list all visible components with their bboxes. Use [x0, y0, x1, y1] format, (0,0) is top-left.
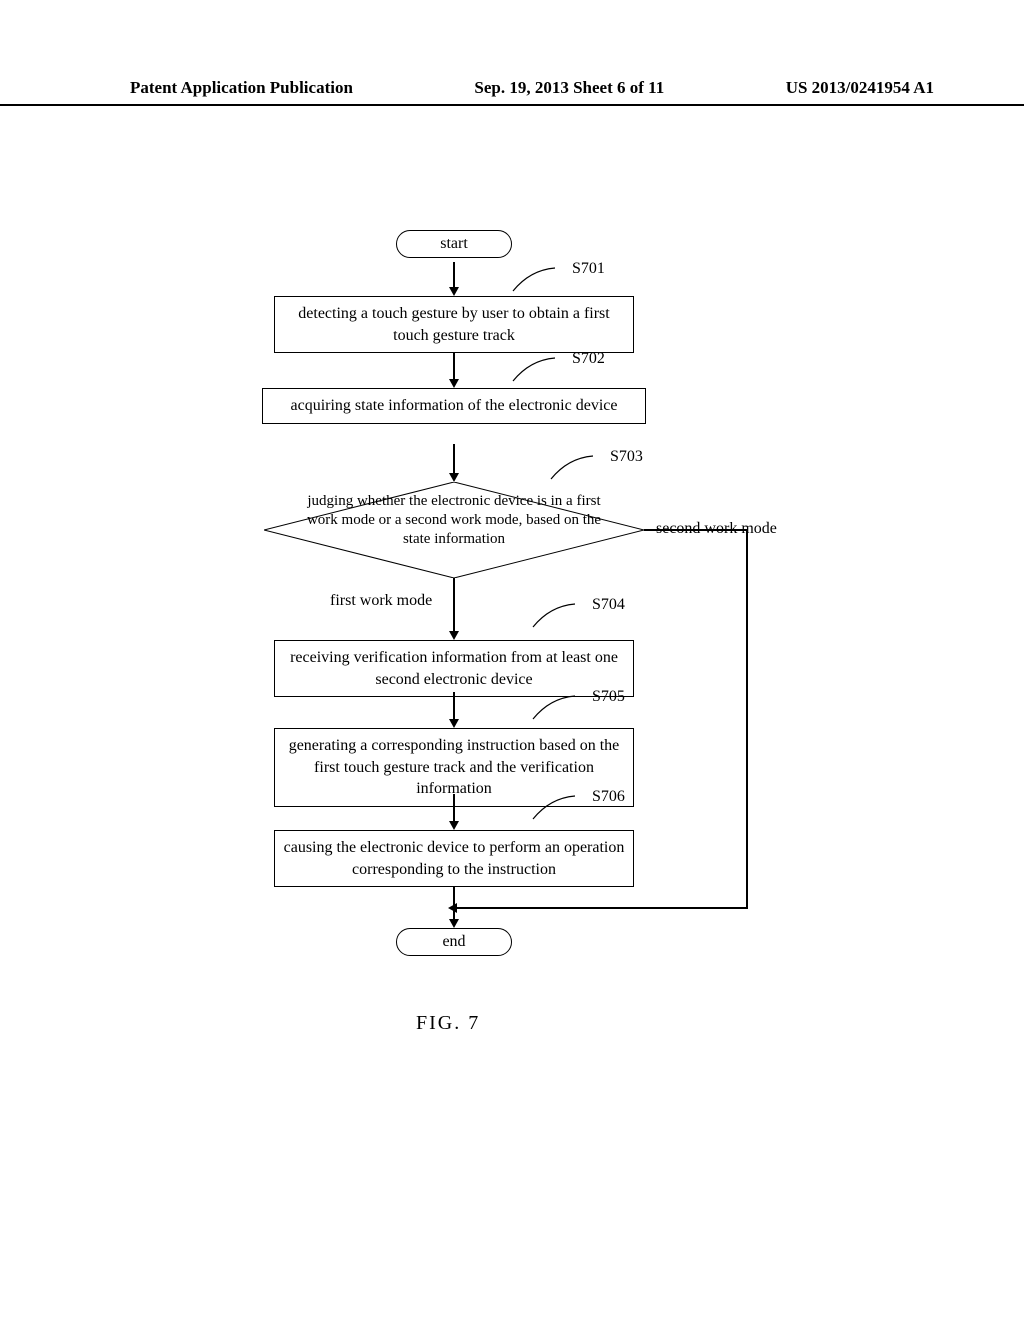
callout-s703: [548, 452, 608, 482]
line-right-back: [455, 907, 748, 909]
process-s704: receiving verification information from …: [274, 640, 634, 697]
callout-s705: [530, 692, 590, 722]
callout-s704: [530, 600, 590, 630]
start-label: start: [440, 235, 468, 252]
label-s702: S702: [572, 350, 605, 368]
arrow: [453, 578, 455, 632]
page-header: Patent Application Publication Sep. 19, …: [0, 78, 1024, 106]
line-right: [644, 529, 746, 531]
label-s704: S704: [592, 596, 625, 614]
label-s705: S705: [592, 688, 625, 706]
callout-s706: [530, 792, 590, 822]
s702-text: acquiring state information of the elect…: [291, 397, 618, 414]
s705-text: generating a corresponding instruction b…: [289, 737, 620, 797]
header-left: Patent Application Publication: [130, 78, 353, 98]
line-right-down: [746, 529, 748, 909]
decision-s703: judging whether the electronic device is…: [264, 482, 644, 578]
terminal-start: start: [396, 230, 512, 258]
header-center: Sep. 19, 2013 Sheet 6 of 11: [474, 78, 664, 98]
callout-s702: [510, 354, 570, 384]
end-label: end: [442, 933, 465, 950]
arrow-head: [449, 821, 459, 830]
s706-text: causing the electronic device to perform…: [284, 839, 625, 878]
callout-s701: [510, 264, 570, 294]
arrow: [453, 692, 455, 720]
s704-text: receiving verification information from …: [290, 649, 618, 688]
arrow-head: [449, 379, 459, 388]
header-right: US 2013/0241954 A1: [786, 78, 934, 98]
label-s703: S703: [610, 448, 643, 466]
arrow-head: [449, 287, 459, 296]
label-s706: S706: [592, 788, 625, 806]
process-s702: acquiring state information of the elect…: [262, 388, 646, 424]
arrow-head: [449, 473, 459, 482]
arrow: [453, 352, 455, 380]
arrow: [453, 262, 455, 288]
page: Patent Application Publication Sep. 19, …: [0, 0, 1024, 1320]
arrow-head: [449, 631, 459, 640]
s701-text: detecting a touch gesture by user to obt…: [298, 305, 609, 344]
arrow-head: [449, 919, 459, 928]
arrow: [453, 794, 455, 822]
figure-caption: FIG. 7: [416, 1012, 480, 1035]
edge-first-mode: first work mode: [330, 592, 432, 610]
arrow-head: [449, 719, 459, 728]
s703-text: judging whether the electronic device is…: [304, 492, 604, 548]
terminal-end: end: [396, 928, 512, 956]
arrow: [453, 444, 455, 474]
process-s706: causing the electronic device to perform…: [274, 830, 634, 887]
process-s701: detecting a touch gesture by user to obt…: [274, 296, 634, 353]
label-s701: S701: [572, 260, 605, 278]
arrow: [453, 886, 455, 920]
